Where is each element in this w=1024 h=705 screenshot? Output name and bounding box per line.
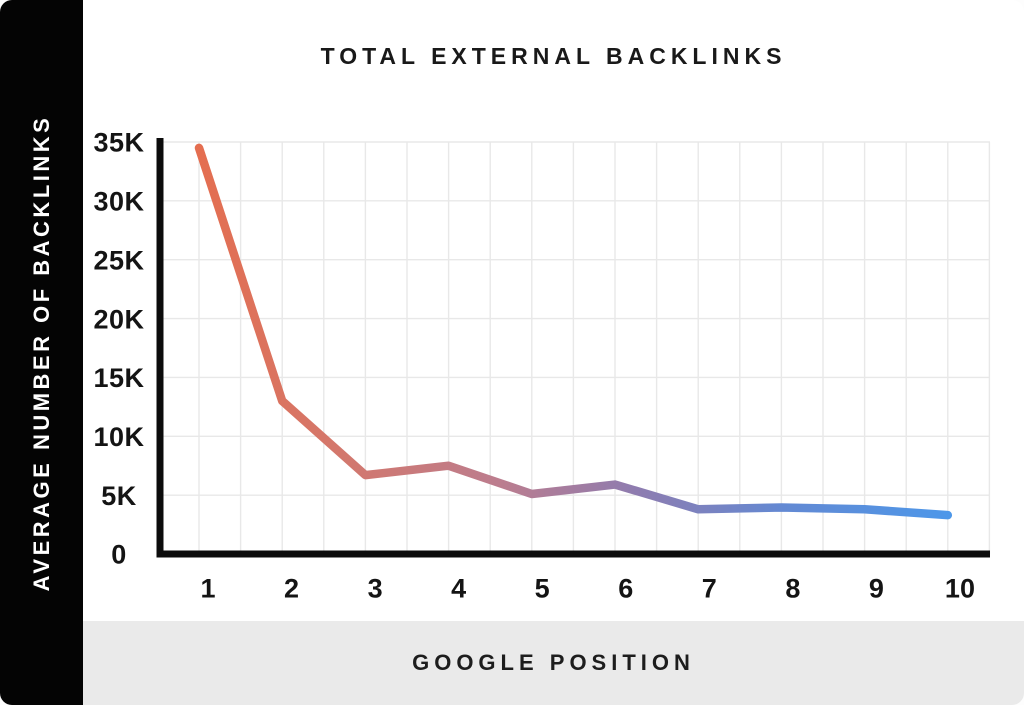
y-axis-title: AVERAGE NUMBER OF BACKLINKS — [28, 114, 54, 591]
data-line — [194, 143, 953, 520]
x-tick-label: 10 — [945, 574, 975, 604]
x-tick-label: 5 — [535, 574, 550, 604]
x-tick-label: 9 — [869, 574, 884, 604]
x-tick-label: 8 — [785, 574, 800, 604]
y-tick-label: 20K — [93, 304, 144, 334]
x-axis-title: GOOGLE POSITION — [412, 650, 695, 675]
y-tick-label: 30K — [93, 187, 144, 217]
x-tick-label: 7 — [702, 574, 717, 604]
title-bar: TOTAL EXTERNAL BACKLINKS — [83, 30, 1024, 82]
y-tick-label: 35K — [93, 128, 144, 158]
x-tick-label: 6 — [618, 574, 633, 604]
chart-title: TOTAL EXTERNAL BACKLINKS — [320, 42, 787, 69]
y-tick-label: 15K — [93, 363, 144, 393]
y-tick-label: 25K — [93, 245, 144, 275]
y-axis-panel: AVERAGE NUMBER OF BACKLINKS — [0, 0, 83, 705]
y-tick-label: 10K — [93, 422, 144, 452]
x-tick-label: 2 — [284, 574, 299, 604]
x-tick-label: 4 — [451, 574, 466, 604]
x-tick-label: 3 — [368, 574, 383, 604]
y-tick-label: 0 — [111, 540, 127, 570]
x-tick-label: 1 — [200, 574, 215, 604]
y-tick-label: 5K — [101, 481, 137, 511]
x-axis-panel: GOOGLE POSITION — [83, 621, 1024, 705]
